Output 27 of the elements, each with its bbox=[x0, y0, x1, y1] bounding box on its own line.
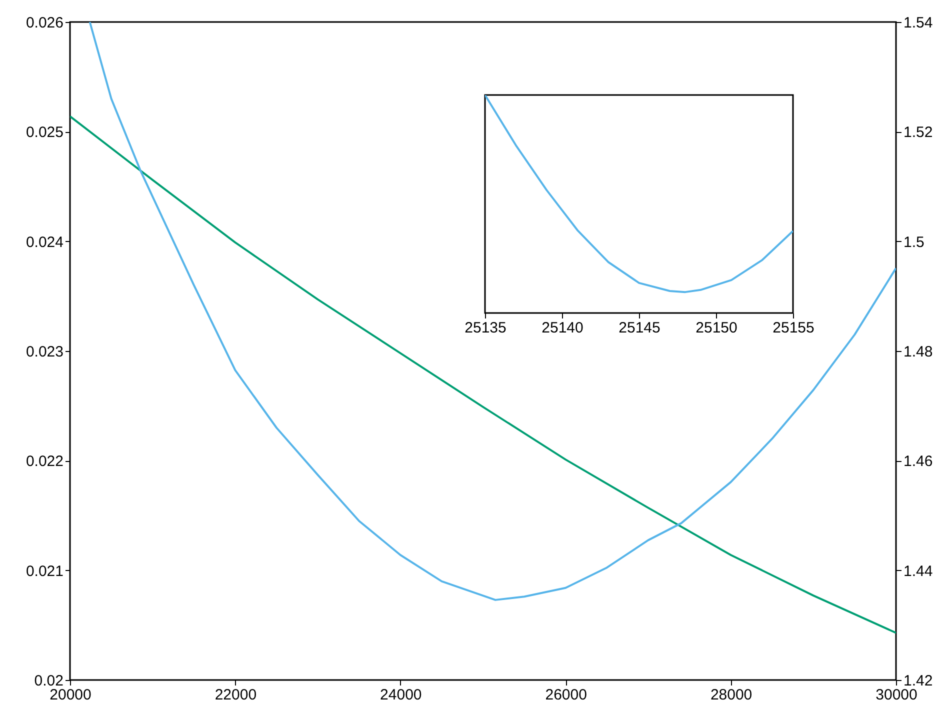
y2-tick-label: 1.48 bbox=[904, 344, 933, 360]
x-tick-label: 25135 bbox=[464, 320, 506, 336]
y2-tick-label: 1.42 bbox=[904, 672, 933, 690]
y-tick-label: 0.021 bbox=[26, 562, 64, 580]
y2-tick-label: 1.46 bbox=[904, 453, 933, 470]
y2-tick-label: 1.44 bbox=[904, 562, 933, 580]
y2-tick-label: 1.52 bbox=[904, 124, 933, 142]
x-tick-label: 30000 bbox=[876, 686, 918, 704]
y-tick-label: 0.026 bbox=[26, 14, 64, 32]
y2-tick-label: 1.54 bbox=[904, 14, 933, 32]
y-tick-label: 0.023 bbox=[26, 344, 64, 360]
y-tick-label: 0.025 bbox=[26, 124, 64, 142]
x-tick-label: 25155 bbox=[772, 320, 814, 336]
x-tick-label: 25140 bbox=[542, 320, 584, 336]
x-tick-label: 25145 bbox=[618, 320, 660, 336]
x-tick-label: 28000 bbox=[710, 686, 752, 704]
x-tick-label: 20000 bbox=[50, 686, 92, 704]
line-series bbox=[70, 115, 896, 634]
line-series bbox=[88, 22, 896, 601]
x-tick-label: 25150 bbox=[696, 320, 738, 336]
y-tick-label: 0.02 bbox=[34, 672, 64, 690]
y-tick-label: 0.022 bbox=[26, 453, 64, 470]
x-tick-label: 24000 bbox=[380, 686, 422, 704]
y2-tick-label: 1.5 bbox=[904, 234, 924, 251]
x-tick-label: 22000 bbox=[214, 686, 257, 704]
y-tick-label: 0.024 bbox=[26, 234, 64, 251]
x-tick-label: 26000 bbox=[545, 686, 587, 704]
